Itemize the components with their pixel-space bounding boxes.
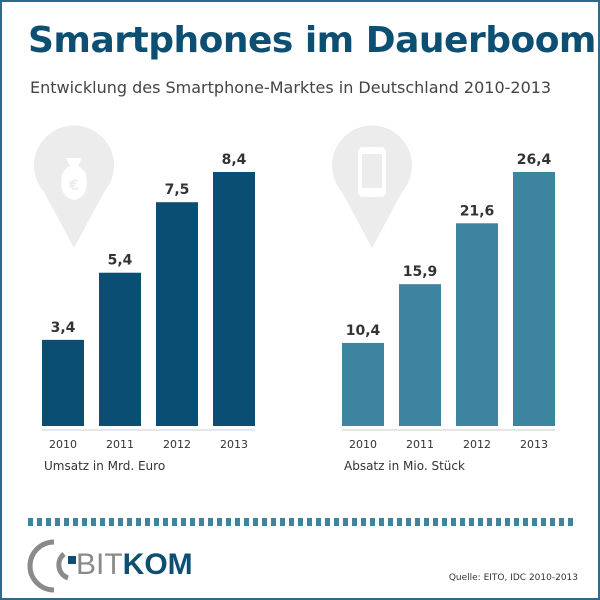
svg-text:€: € — [68, 178, 79, 194]
x-tick-label: 2010 — [49, 438, 77, 451]
money-bag-euro-icon: € — [34, 125, 114, 248]
x-tick-label: 2013 — [520, 438, 548, 451]
bar-2012 — [456, 223, 498, 426]
bitkom-logo: BITKOM — [24, 538, 204, 594]
subtitle: Entwicklung des Smartphone-Marktes in De… — [30, 78, 552, 97]
data-label: 26,4 — [517, 152, 552, 168]
dotted-divider — [28, 518, 574, 526]
bar-2013 — [513, 172, 555, 426]
data-label: 3,4 — [51, 320, 76, 336]
bar-2011 — [399, 284, 441, 426]
smartphone-icon — [331, 125, 412, 248]
x-tick-label: 2010 — [349, 438, 377, 451]
charts: € 3,4 2010 5,4 2011 7,5 2012 8,4 2013 Umsatz in … — [34, 125, 555, 473]
x-tick-label: 2011 — [406, 438, 434, 451]
bitkom-logo-mark — [27, 539, 76, 593]
bar-2010 — [42, 339, 84, 426]
data-label: 8,4 — [222, 152, 247, 168]
source-note: Quelle: EITO, IDC 2010-2013 — [448, 573, 578, 583]
page-title: Smartphones im Dauerboom — [28, 20, 596, 61]
data-label: 21,6 — [460, 203, 495, 219]
data-label: 10,4 — [346, 323, 381, 339]
x-axis-label: Absatz in Mio. Stück — [344, 459, 465, 473]
x-tick-label: 2012 — [463, 438, 491, 451]
bar-2011 — [99, 272, 141, 426]
bar-2010 — [342, 342, 384, 426]
bar-2012 — [156, 202, 198, 426]
x-axis-label: Umsatz in Mrd. Euro — [44, 459, 165, 473]
bar-2013 — [213, 172, 255, 426]
x-tick-label: 2011 — [106, 438, 134, 451]
x-tick-label: 2012 — [163, 438, 191, 451]
x-tick-label: 2013 — [220, 438, 248, 451]
data-label: 15,9 — [403, 264, 438, 280]
data-label: 5,4 — [108, 253, 133, 269]
data-label: 7,5 — [165, 182, 190, 198]
